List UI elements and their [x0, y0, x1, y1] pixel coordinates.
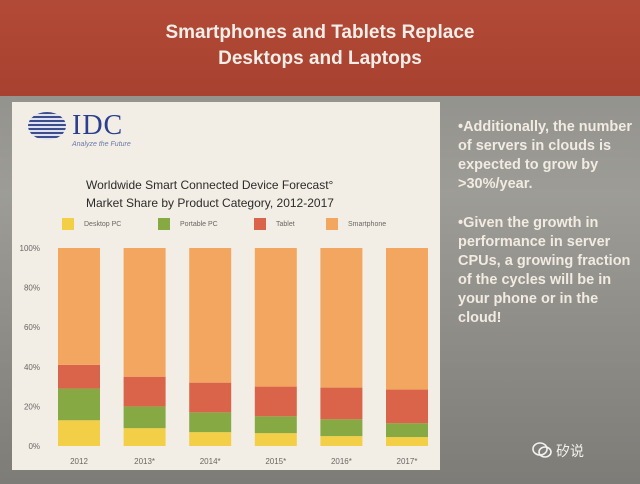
bar-segment-tablet: [189, 382, 232, 413]
y-tick-label: 100%: [20, 244, 40, 253]
slide-title-line-1: Smartphones and Tablets Replace: [165, 22, 475, 43]
y-tick-label: 0%: [28, 442, 40, 451]
bar-segment-desktop-pc: [320, 436, 363, 446]
bar-segment-tablet: [58, 364, 100, 389]
y-tick-label: 60%: [24, 323, 40, 332]
x-tick-label: 2014*: [200, 457, 221, 466]
bar-segment-portable-pc: [386, 423, 428, 438]
bar-segment-tablet: [386, 389, 428, 424]
bar-segment-portable-pc: [189, 412, 232, 433]
bar-segment-smartphone: [320, 248, 363, 388]
bar-segment-desktop-pc: [386, 437, 428, 446]
y-tick-label: 40%: [24, 363, 40, 372]
chart-title-line-2: Market Share by Product Category, 2012-2…: [86, 196, 334, 210]
x-tick-label: 2012: [70, 457, 88, 466]
bar-segment-desktop-pc: [189, 432, 232, 446]
x-tick-label: 2015*: [265, 457, 286, 466]
legend-swatch: [326, 218, 338, 230]
idc-logo-text: IDC: [72, 110, 124, 141]
bar-segment-portable-pc: [254, 416, 297, 434]
watermark-text: 矽说: [556, 443, 584, 459]
bar-segment-portable-pc: [58, 388, 100, 421]
bar-segment-desktop-pc: [123, 428, 166, 446]
bar-segment-smartphone: [123, 248, 166, 377]
x-tick-label: 2017*: [397, 457, 418, 466]
bar-segment-desktop-pc: [254, 433, 297, 446]
bar-segment-tablet: [320, 387, 363, 420]
legend-label: Tablet: [276, 221, 295, 228]
bar-segment-smartphone: [386, 248, 428, 390]
bullet-servers: •Additionally, the number of servers in …: [458, 119, 632, 192]
idc-globe-icon: [28, 112, 66, 140]
legend-swatch: [62, 218, 74, 230]
wechat-icon: [532, 442, 552, 458]
bar-segment-tablet: [254, 386, 297, 417]
x-tick-label: 2013*: [134, 457, 155, 466]
slide-header: Smartphones and Tablets Replace Desktops…: [0, 0, 640, 96]
legend-label: Desktop PC: [84, 221, 122, 228]
legend-label: Smartphone: [348, 221, 387, 228]
bar-segment-tablet: [123, 376, 166, 407]
bar-segment-smartphone: [254, 248, 297, 387]
legend-swatch: [254, 218, 266, 230]
bullet-list: •Additionally, the number of servers in …: [458, 118, 634, 348]
bullet-cpus: •Given the growth in performance in serv…: [458, 215, 631, 326]
y-tick-label: 20%: [24, 402, 40, 411]
bar-segment-portable-pc: [123, 406, 166, 429]
bar-segment-desktop-pc: [58, 420, 100, 446]
slide-title-line-2: Desktops and Laptops: [218, 48, 422, 69]
chart-title-line-1: Worldwide Smart Connected Device Forecas…: [86, 178, 334, 192]
legend-label: Portable PC: [180, 221, 218, 228]
bar-segment-smartphone: [189, 248, 232, 383]
bar-segment-portable-pc: [320, 419, 363, 437]
x-tick-label: 2016*: [331, 457, 352, 466]
y-tick-label: 80%: [24, 284, 40, 293]
bar-segment-smartphone: [58, 248, 100, 365]
idc-logo-tagline: Analyze the Future: [72, 141, 131, 148]
legend-swatch: [158, 218, 170, 230]
